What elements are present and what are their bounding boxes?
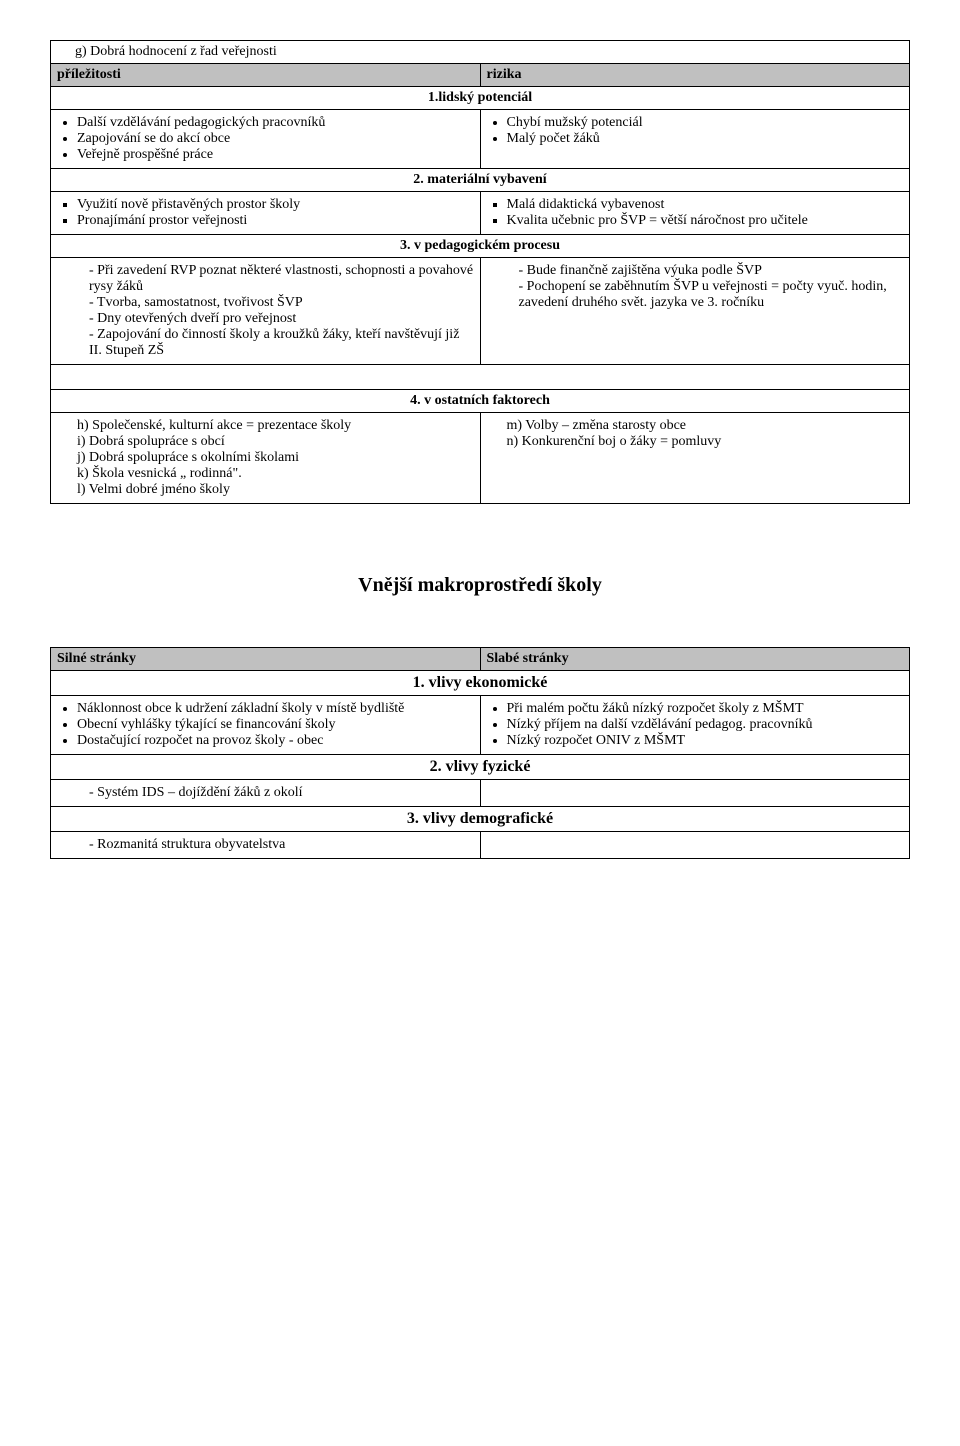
header-opportunities: příležitosti xyxy=(51,64,481,87)
list-item: Bude finančně zajištěna výuka podle ŠVP xyxy=(487,263,904,279)
list-item: Malá didaktická vybavenost xyxy=(507,197,904,213)
s1-left-cell: Další vzdělávání pedagogických pracovník… xyxy=(51,110,481,169)
t2-section3-title: 3. vlivy demografické xyxy=(51,807,910,832)
t2-s3-left-cell: Rozmanitá struktura obyvatelstva xyxy=(51,832,481,859)
t2-s1-right-cell: Při malém počtu žáků nízký rozpočet škol… xyxy=(480,696,910,755)
header-weaknesses: Slabé stránky xyxy=(480,648,910,671)
list-item: Dny otevřených dveří pro veřejnost xyxy=(57,311,474,327)
section4-title: 4. v ostatních faktorech xyxy=(51,390,910,413)
header-strengths: Silné stránky xyxy=(51,648,481,671)
list-item: Náklonnost obce k udržení základní školy… xyxy=(77,701,474,717)
section1-title: 1.lidský potenciál xyxy=(51,87,910,110)
swot-table-1: g) Dobrá hodnocení z řad veřejnosti příl… xyxy=(50,40,910,504)
s3-right-cell: Bude finančně zajištěna výuka podle ŠVP … xyxy=(480,258,910,365)
list-item: Pronajímání prostor veřejnosti xyxy=(77,213,474,229)
list-item: h) Společenské, kulturní akce = prezenta… xyxy=(57,418,474,434)
swot-table-2: Silné stránky Slabé stránky 1. vlivy eko… xyxy=(50,647,910,859)
list-item: Nízký rozpočet ONIV z MŠMT xyxy=(507,733,904,749)
list-item: Nízký příjem na další vzdělávání pedagog… xyxy=(507,717,904,733)
list-item: Systém IDS – dojíždění žáků z okolí xyxy=(57,785,474,801)
list-item: Další vzdělávání pedagogických pracovník… xyxy=(77,115,474,131)
list-item: Zapojování do činností školy a kroužků ž… xyxy=(57,327,474,359)
section2-title: 2. materiální vybavení xyxy=(51,169,910,192)
t2-s3-right-cell xyxy=(480,832,910,859)
heading-macro: Vnější makroprostředí školy xyxy=(50,574,910,597)
list-item: Při zavedení RVP poznat některé vlastnos… xyxy=(57,263,474,295)
s4-left-cell: h) Společenské, kulturní akce = prezenta… xyxy=(51,413,481,504)
list-item: Obecní vyhlášky týkající se financování … xyxy=(77,717,474,733)
list-item: Rozmanitá struktura obyvatelstva xyxy=(57,837,474,853)
list-item: i) Dobrá spolupráce s obcí xyxy=(57,434,474,450)
s4-right-cell: m) Volby – změna starosty obce n) Konkur… xyxy=(480,413,910,504)
list-item: j) Dobrá spolupráce s okolními školami xyxy=(57,450,474,466)
list-item: Zapojování se do akcí obce xyxy=(77,131,474,147)
header-risks: rizika xyxy=(480,64,910,87)
t2-s1-left-cell: Náklonnost obce k udržení základní školy… xyxy=(51,696,481,755)
s3-left-cell: Při zavedení RVP poznat některé vlastnos… xyxy=(51,258,481,365)
list-item: Tvorba, samostatnost, tvořivost ŠVP xyxy=(57,295,474,311)
list-item: Chybí mužský potenciál xyxy=(507,115,904,131)
list-item: Dostačující rozpočet na provoz školy - o… xyxy=(77,733,474,749)
s1-right-cell: Chybí mužský potenciál Malý počet žáků xyxy=(480,110,910,169)
section3-title: 3. v pedagogickém procesu xyxy=(51,235,910,258)
list-item: m) Volby – změna starosty obce xyxy=(487,418,904,434)
list-item: Veřejně prospěšné práce xyxy=(77,147,474,163)
t2-s2-left-cell: Systém IDS – dojíždění žáků z okolí xyxy=(51,780,481,807)
s2-left-cell: Využití nově přistavěných prostor školy … xyxy=(51,192,481,235)
list-item: Pochopení se zaběhnutím ŠVP u veřejnosti… xyxy=(487,279,904,311)
t2-s2-right-cell xyxy=(480,780,910,807)
list-item: Kvalita učebnic pro ŠVP = větší náročnos… xyxy=(507,213,904,229)
spacer-row xyxy=(51,365,910,390)
list-item: k) Škola vesnická „ rodinná". xyxy=(57,466,474,482)
t2-section1-title: 1. vlivy ekonomické xyxy=(51,671,910,696)
list-item: n) Konkurenční boj o žáky = pomluvy xyxy=(487,434,904,450)
list-item: l) Velmi dobré jméno školy xyxy=(57,482,474,498)
list-item: Při malém počtu žáků nízký rozpočet škol… xyxy=(507,701,904,717)
list-item: Využití nově přistavěných prostor školy xyxy=(77,197,474,213)
t2-section2-title: 2. vlivy fyzické xyxy=(51,755,910,780)
row-g: g) Dobrá hodnocení z řad veřejnosti xyxy=(51,41,910,64)
list-item: Malý počet žáků xyxy=(507,131,904,147)
s2-right-cell: Malá didaktická vybavenost Kvalita učebn… xyxy=(480,192,910,235)
